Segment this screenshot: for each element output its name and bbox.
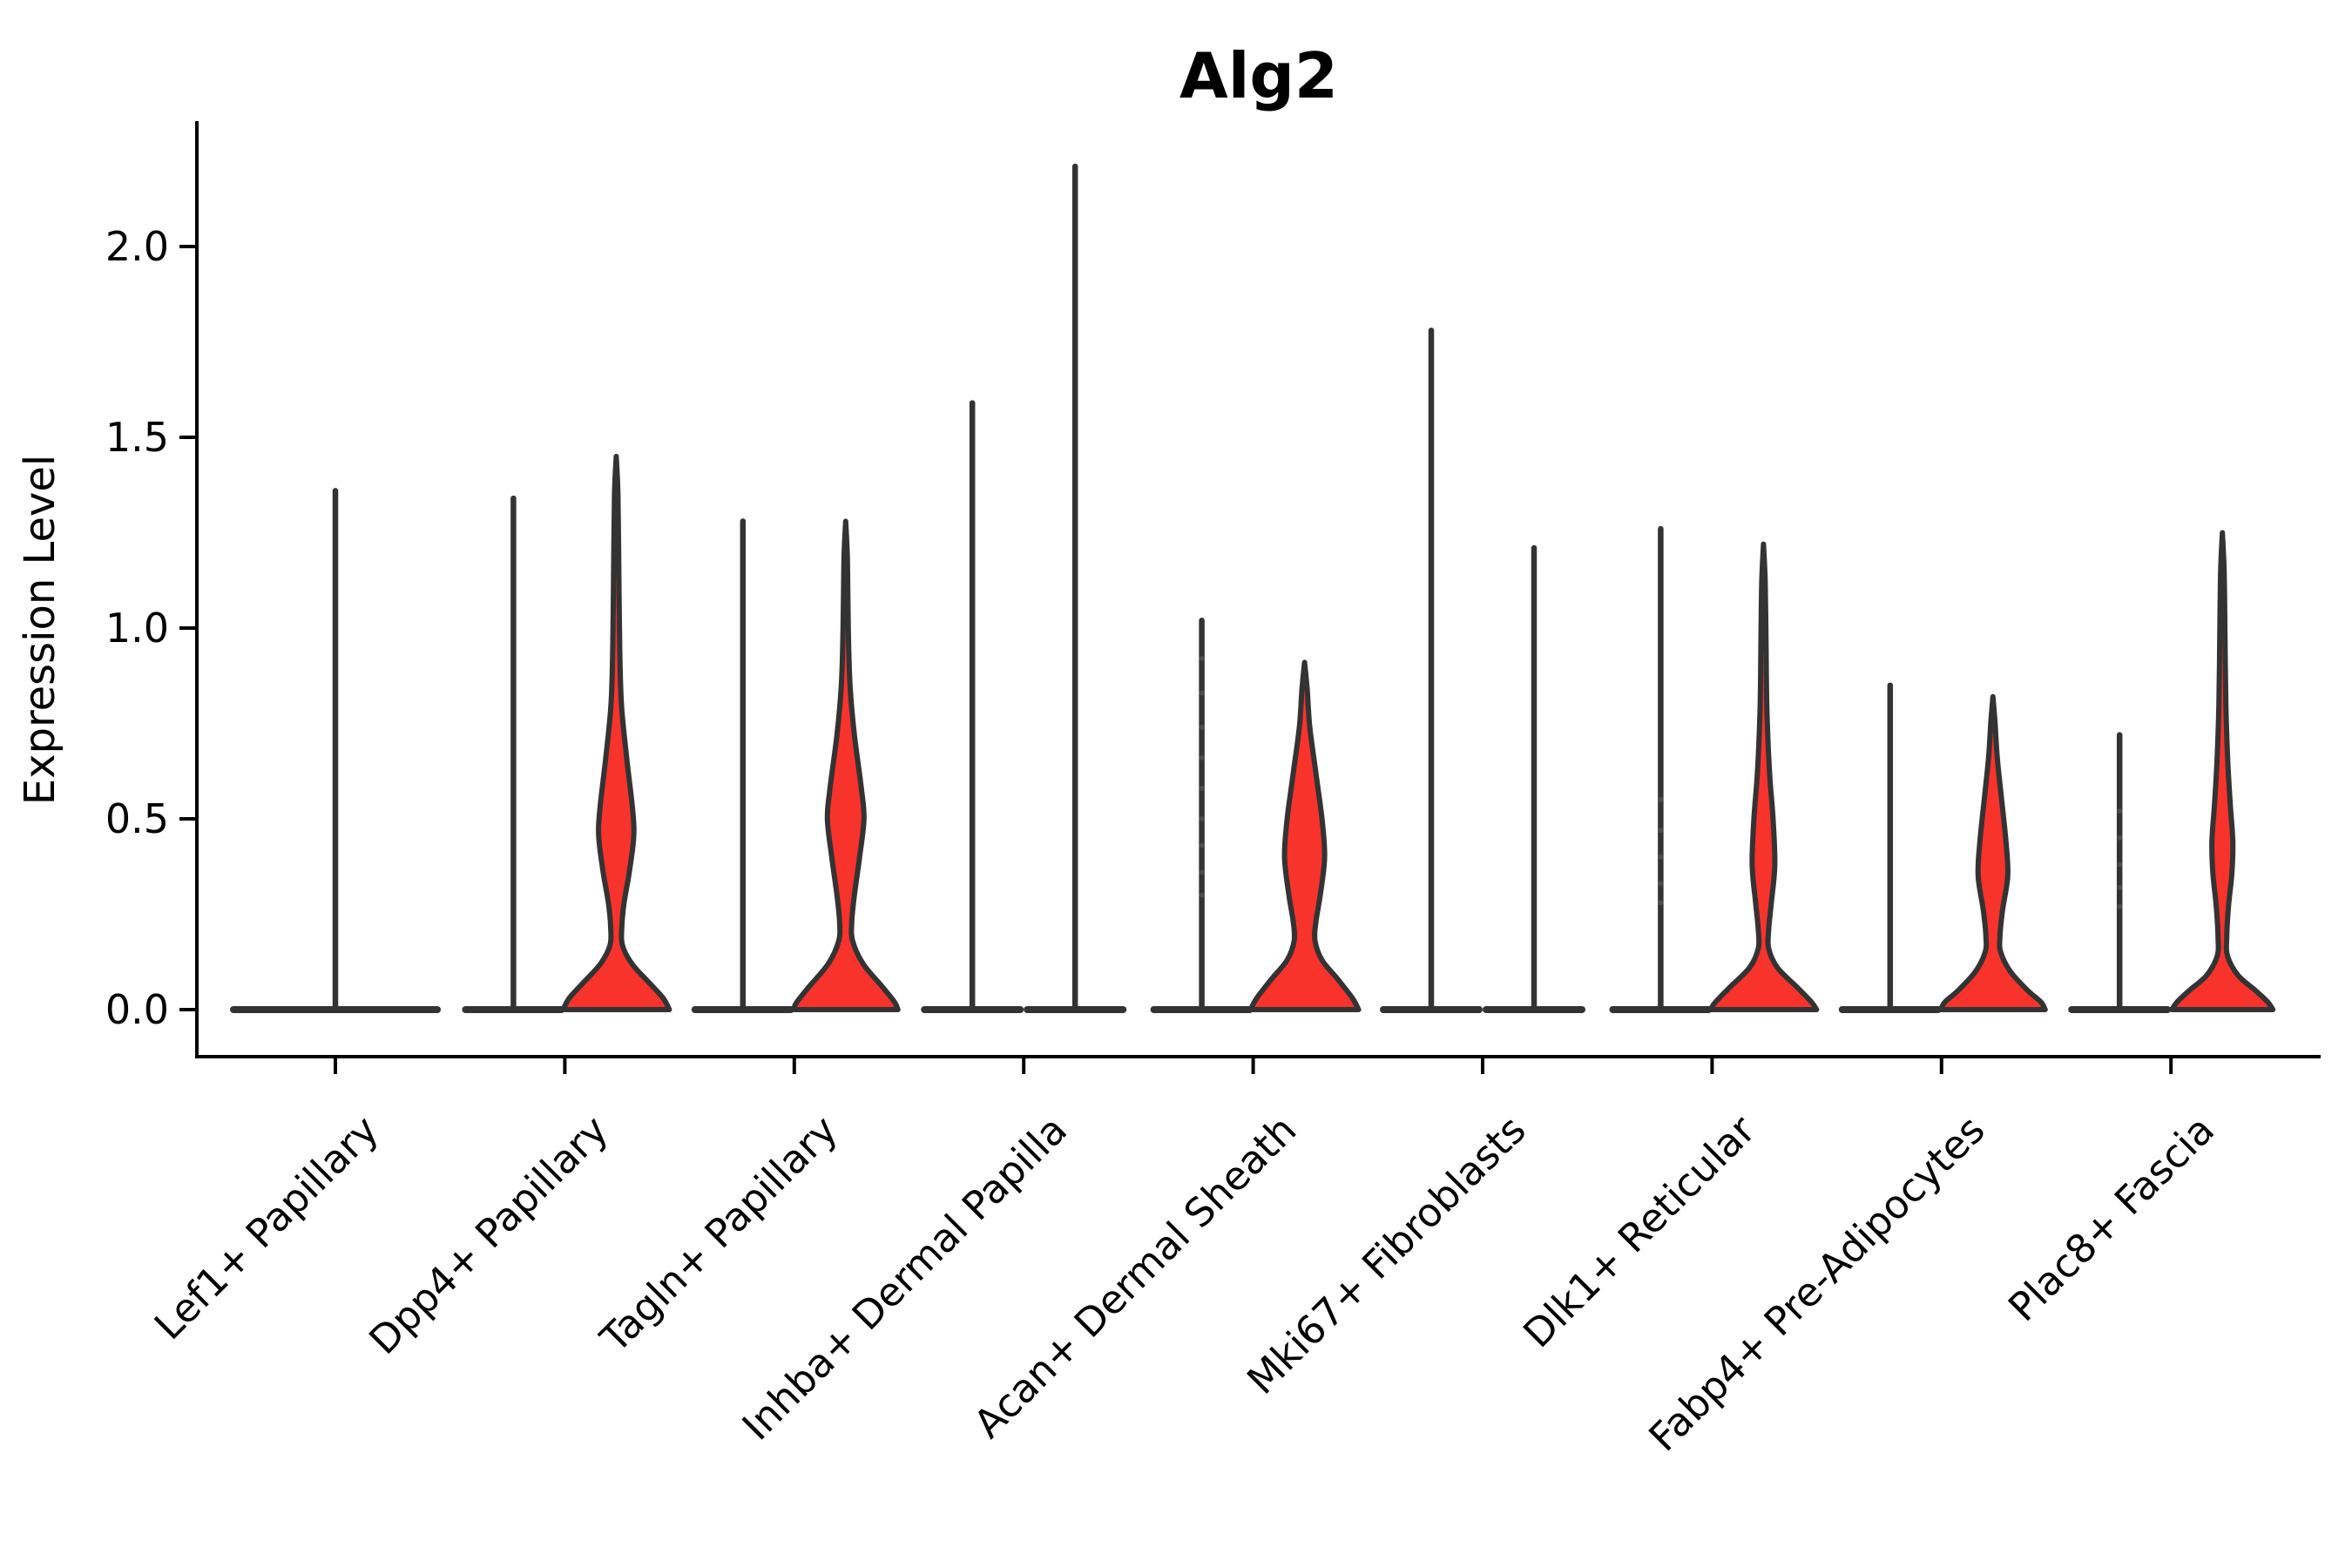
jitter-point bbox=[1199, 754, 1205, 760]
jitter-point bbox=[1199, 724, 1205, 730]
violin-shape bbox=[560, 453, 672, 1012]
jitter-point bbox=[1199, 842, 1205, 848]
jitter-point bbox=[1658, 797, 1664, 803]
jitter-point bbox=[2117, 903, 2123, 909]
jitter-point bbox=[1658, 854, 1664, 860]
violin-shape bbox=[1247, 659, 1362, 1012]
y-tick-label: 1.0 bbox=[105, 605, 169, 652]
x-tick-label: Plac8+ Fascia bbox=[1999, 1106, 2223, 1330]
plot-title: Alg2 bbox=[1179, 39, 1338, 112]
jitter-point bbox=[2117, 884, 2123, 890]
y-tick-label: 0.0 bbox=[105, 986, 169, 1033]
jitter-point bbox=[1199, 690, 1205, 696]
jitter-point bbox=[1199, 892, 1205, 898]
jitter-point bbox=[1658, 828, 1664, 834]
x-tick-label: Dpp4+ Papillary bbox=[360, 1106, 617, 1363]
jitter-point bbox=[1199, 656, 1205, 662]
x-tick-label: Tagln+ Papillary bbox=[591, 1106, 846, 1362]
jitter-point bbox=[2117, 808, 2123, 814]
y-tick-label: 0.5 bbox=[105, 795, 169, 842]
jitter-point bbox=[1199, 785, 1205, 791]
jitter-point bbox=[2117, 862, 2123, 868]
jitter-point bbox=[1199, 869, 1205, 875]
y-tick-label: 2.0 bbox=[105, 223, 169, 270]
axis-spines bbox=[195, 121, 2321, 1058]
violin-shape bbox=[1707, 541, 1820, 1012]
violin-shape bbox=[1937, 693, 2048, 1012]
jitter-point bbox=[1658, 881, 1664, 887]
violin-layer bbox=[230, 163, 2276, 1013]
violin-shape bbox=[790, 518, 901, 1012]
y-tick-label: 1.5 bbox=[105, 414, 169, 461]
jitter-point bbox=[1658, 900, 1664, 906]
x-tick-label: Dlk1+ Reticular bbox=[1514, 1106, 1764, 1356]
violin-shape bbox=[2169, 530, 2276, 1012]
y-axis-label: Expression Level bbox=[16, 455, 64, 806]
jitter-point bbox=[2117, 835, 2123, 841]
x-tick-label: Lef1+ Papillary bbox=[145, 1106, 388, 1348]
jitter-point bbox=[1199, 816, 1205, 821]
